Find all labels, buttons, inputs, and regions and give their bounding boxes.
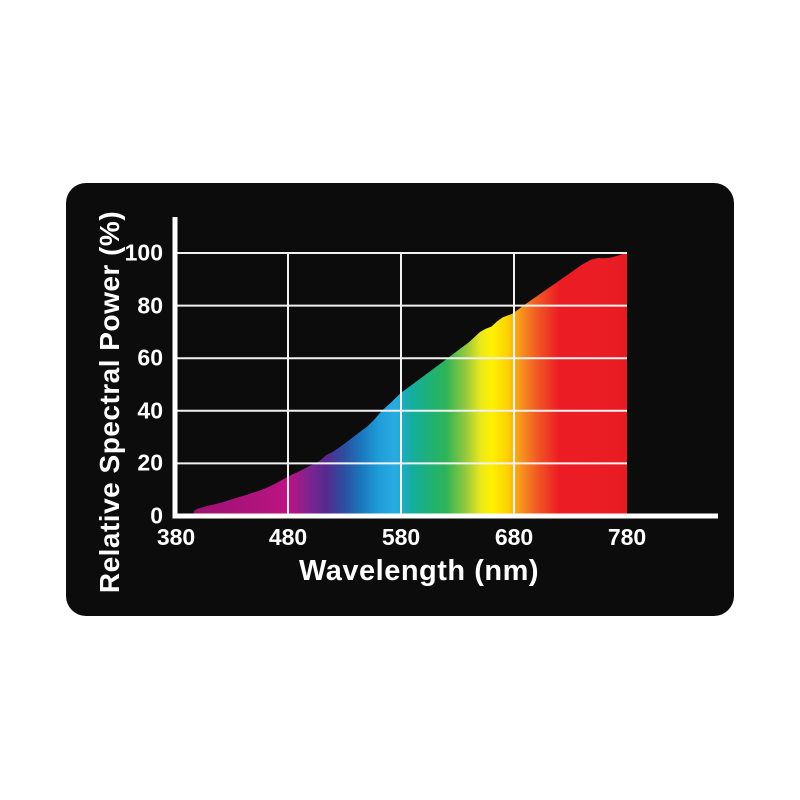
- y-tick-label-60: 60: [137, 344, 163, 371]
- x-tick-label-580: 580: [381, 524, 421, 550]
- y-tick-label-20: 20: [137, 449, 163, 476]
- spectral-chart-card: Relative Spectral Power (%) 0 20 40 60 8…: [66, 183, 734, 616]
- x-tick-label-680: 680: [494, 524, 534, 550]
- x-tick-label-480: 480: [268, 524, 308, 550]
- y-tick-label-40: 40: [137, 397, 163, 424]
- x-tick-label-380: 380: [156, 524, 196, 550]
- gridlines: [175, 252, 627, 516]
- spectral-power-chart: [172, 217, 718, 519]
- y-tick-label-100: 100: [124, 239, 163, 266]
- y-tick-label-80: 80: [137, 292, 163, 319]
- x-axis-title: Wavelength (nm): [298, 555, 540, 587]
- y-tick-label-0: 0: [150, 502, 163, 529]
- x-tick-label-780: 780: [607, 524, 647, 550]
- axes: [172, 217, 718, 519]
